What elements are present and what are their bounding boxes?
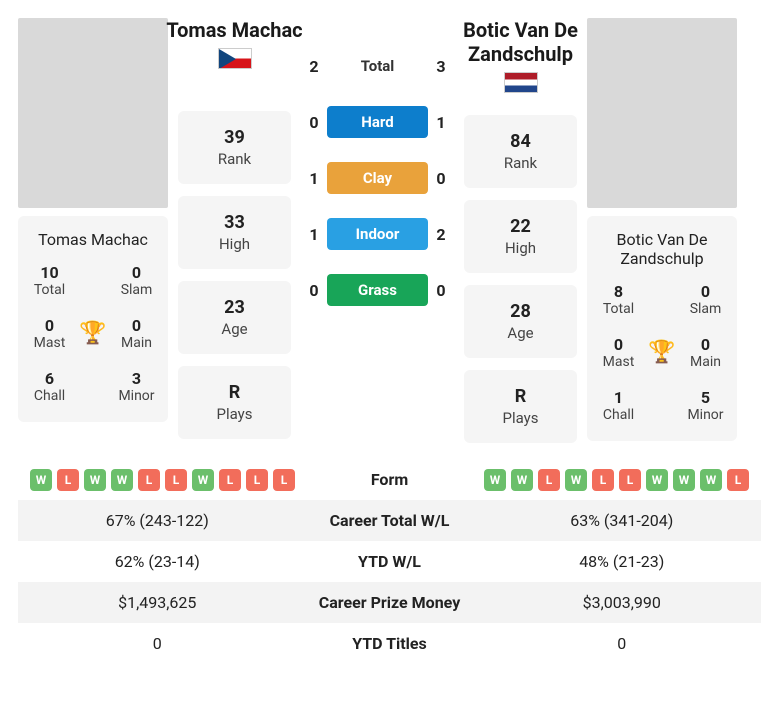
- cmp-form-label: Form: [295, 470, 484, 489]
- h2h-grass: 0 Grass 0: [301, 274, 454, 306]
- titles-slam: 0Slam: [113, 263, 160, 298]
- trophy-icon: 🏆: [642, 340, 682, 365]
- stat-high-b: 22High: [464, 200, 577, 273]
- comparison-table: WLWWLLWLLL Form WWLWLLWWWL 67% (243-122)…: [18, 459, 761, 664]
- h2h-hard-label: Hard: [327, 106, 428, 138]
- h2h-clay-label: Clay: [327, 162, 428, 194]
- form-pill: W: [673, 469, 695, 491]
- form-pill: W: [700, 469, 722, 491]
- form-pill: W: [646, 469, 668, 491]
- h2h-hard: 0 Hard 1: [301, 106, 454, 138]
- form-pill: W: [511, 469, 533, 491]
- form-pill: L: [538, 469, 560, 491]
- form-b: WWLWLLWWWL: [484, 469, 749, 491]
- player-b-name-small: Botic Van De Zandschulp: [595, 230, 729, 268]
- trophy-icon: 🏆: [73, 321, 113, 346]
- player-a-name-block: Tomas Machac 39Rank 33High 23Age RPlays: [178, 18, 291, 439]
- player-a-name-small: Tomas Machac: [26, 230, 160, 249]
- h2h-clay: 1 Clay 0: [301, 162, 454, 194]
- top-row: Tomas Machac 10Total 0Slam 0Mast 🏆 0Main…: [18, 18, 761, 443]
- stat-rank: 39Rank: [178, 111, 291, 184]
- player-a-titles-card: Tomas Machac 10Total 0Slam 0Mast 🏆 0Main…: [18, 216, 168, 422]
- form-pill: L: [273, 469, 295, 491]
- cmp-prize: $1,493,625 Career Prize Money $3,003,990: [18, 582, 761, 623]
- titles-minor-b: 5Minor: [682, 388, 729, 423]
- form-pill: W: [84, 469, 106, 491]
- player-a-photo: [18, 18, 168, 208]
- titles-total-b: 8Total: [595, 282, 642, 317]
- titles-minor: 3Minor: [113, 369, 160, 404]
- titles-total: 10Total: [26, 263, 73, 298]
- titles-main-b: 0Main: [682, 335, 729, 370]
- h2h-grass-label: Grass: [327, 274, 428, 306]
- titles-mast: 0Mast: [26, 316, 73, 351]
- player-b-titles-grid: 8Total 0Slam 0Mast 🏆 0Main 1Chall 5Minor: [595, 282, 729, 423]
- player-b-photo: [587, 18, 737, 208]
- player-b-name-block: Botic Van De Zandschulp 84Rank 22High 28…: [464, 18, 577, 443]
- h2h-container: Tomas Machac 10Total 0Slam 0Mast 🏆 0Main…: [0, 0, 779, 682]
- titles-main: 0Main: [113, 316, 160, 351]
- stat-age-b: 28Age: [464, 285, 577, 358]
- titles-chall: 6Chall: [26, 369, 73, 404]
- stat-plays-b: RPlays: [464, 370, 577, 443]
- form-pill: L: [138, 469, 160, 491]
- form-pill: L: [592, 469, 614, 491]
- h2h-total: 2 Total 3: [301, 50, 454, 82]
- form-pill: W: [192, 469, 214, 491]
- stat-plays: RPlays: [178, 366, 291, 439]
- form-a: WLWWLLWLLL: [30, 469, 295, 491]
- form-pill: W: [565, 469, 587, 491]
- player-a-column: Tomas Machac 10Total 0Slam 0Mast 🏆 0Main…: [18, 18, 168, 422]
- titles-chall-b: 1Chall: [595, 388, 642, 423]
- form-pill: W: [111, 469, 133, 491]
- cmp-career-wl: 67% (243-122) Career Total W/L 63% (341-…: [18, 500, 761, 541]
- h2h-total-label: Total: [327, 50, 428, 82]
- cmp-ytd-titles: 0 YTD Titles 0: [18, 623, 761, 664]
- cmp-form: WLWWLLWLLL Form WWLWLLWWWL: [18, 459, 761, 500]
- player-a-name: Tomas Machac: [166, 18, 302, 42]
- flag-cz-icon: [218, 48, 252, 69]
- form-pill: L: [219, 469, 241, 491]
- stat-age: 23Age: [178, 281, 291, 354]
- player-b-column: Botic Van De Zandschulp 8Total 0Slam 0Ma…: [587, 18, 737, 441]
- h2h-column: 2 Total 3 0 Hard 1 1 Clay 0 1 Indoor 2 0: [301, 18, 454, 306]
- titles-mast-b: 0Mast: [595, 335, 642, 370]
- form-pill: L: [619, 469, 641, 491]
- stat-rank-b: 84Rank: [464, 115, 577, 188]
- player-b-titles-card: Botic Van De Zandschulp 8Total 0Slam 0Ma…: [587, 216, 737, 441]
- form-pill: L: [727, 469, 749, 491]
- h2h-indoor: 1 Indoor 2: [301, 218, 454, 250]
- h2h-indoor-label: Indoor: [327, 218, 428, 250]
- stat-high: 33High: [178, 196, 291, 269]
- form-pill: L: [57, 469, 79, 491]
- flag-nl-icon: [504, 72, 538, 93]
- titles-slam-b: 0Slam: [682, 282, 729, 317]
- form-pill: W: [30, 469, 52, 491]
- form-pill: L: [165, 469, 187, 491]
- player-a-titles-grid: 10Total 0Slam 0Mast 🏆 0Main 6Chall 3Mino…: [26, 263, 160, 404]
- player-b-name: Botic Van De Zandschulp: [451, 18, 591, 66]
- cmp-ytd-wl: 62% (23-14) YTD W/L 48% (21-23): [18, 541, 761, 582]
- form-pill: W: [484, 469, 506, 491]
- form-pill: L: [246, 469, 268, 491]
